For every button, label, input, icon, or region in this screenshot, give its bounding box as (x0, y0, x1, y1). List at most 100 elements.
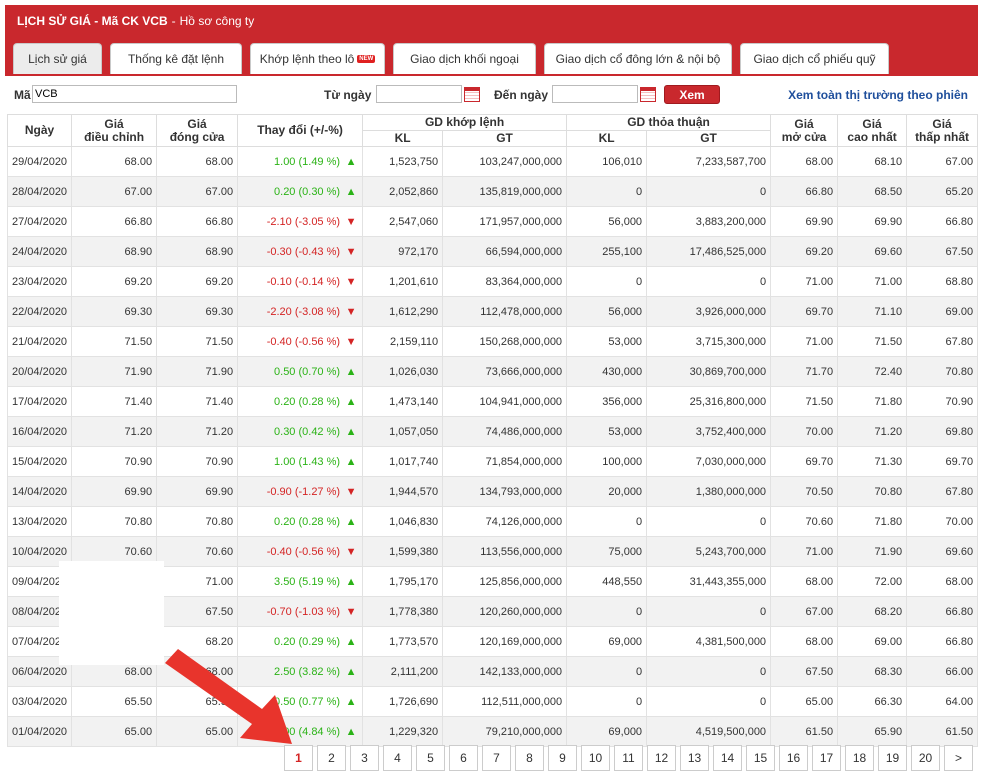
tab-3[interactable]: Khớp lệnh theo lô NEW (250, 43, 385, 74)
cell-change: 1.00 (1.43 %) ▲ (237, 446, 364, 477)
page-8-button[interactable]: 8 (515, 745, 544, 771)
change-value: 0.20 (0.30 %) (274, 185, 341, 198)
page-7-button[interactable]: 7 (482, 745, 511, 771)
page-12-button[interactable]: 12 (647, 745, 676, 771)
tab-1[interactable]: Lịch sử giá (13, 43, 102, 74)
cell-adj-price: 71.40 (71, 386, 158, 417)
page-5-button[interactable]: 5 (416, 745, 445, 771)
cell-change: 0.20 (0.28 %) ▲ (237, 506, 364, 537)
cell-change: 1.00 (1.49 %) ▲ (237, 146, 364, 177)
page-13-button[interactable]: 13 (680, 745, 709, 771)
page-3-button[interactable]: 3 (350, 745, 379, 771)
cell-change: 3.50 (5.19 %) ▲ (237, 566, 364, 597)
arrow-up-icon: ▲ (345, 665, 357, 678)
cell-change: 3.00 (4.84 %) ▲ (237, 716, 364, 747)
page-4-button[interactable]: 4 (383, 745, 412, 771)
cell-high: 71.80 (837, 386, 908, 417)
tab-5[interactable]: Giao dịch cổ đông lớn & nội bộ (544, 43, 732, 74)
cell-high: 68.50 (837, 176, 908, 207)
page-16-button[interactable]: 16 (779, 745, 808, 771)
company-profile-link[interactable]: Hồ sơ công ty (179, 14, 255, 28)
cell-change: -0.70 (-1.03 %) ▼ (237, 596, 364, 627)
cell-open: 70.60 (770, 506, 839, 537)
arrow-up-icon: ▲ (345, 185, 357, 198)
calendar-icon[interactable] (640, 87, 656, 102)
table-row: 13/04/2020 70.80 70.80 0.20 (0.28 %) ▲ 1,046,… (6, 506, 979, 537)
cell-open: 65.00 (770, 686, 839, 717)
cell-high: 71.00 (837, 266, 908, 297)
cell-date: 16/04/2020 (6, 416, 73, 447)
cell-date: 29/04/2020 (6, 146, 73, 177)
cell-date: 10/04/2020 (6, 536, 73, 567)
cell-low: 70.80 (906, 356, 979, 387)
cell-matched-kl: 1,046,830 (362, 506, 444, 537)
cell-matched-gt: 125,856,000,000 (442, 566, 568, 597)
cell-matched-gt: 83,364,000,000 (442, 266, 568, 297)
cell-negotiated-kl: 0 (566, 686, 648, 717)
page-1-button[interactable]: 1 (284, 745, 313, 771)
cell-matched-gt: 120,169,000,000 (442, 626, 568, 657)
code-input[interactable] (32, 85, 237, 103)
col-negotiated-gt: GT (646, 130, 772, 147)
cell-close-price: 71.20 (156, 416, 239, 447)
cell-open: 66.80 (770, 176, 839, 207)
cell-high: 71.30 (837, 446, 908, 477)
cell-low: 69.60 (906, 536, 979, 567)
cell-adj-price: 70.80 (71, 506, 158, 537)
cell-negotiated-kl: 0 (566, 176, 648, 207)
to-date-input[interactable] (552, 85, 638, 103)
cell-change: -0.90 (-1.27 %) ▼ (237, 476, 364, 507)
page-10-button[interactable]: 10 (581, 745, 610, 771)
cell-matched-kl: 2,052,860 (362, 176, 444, 207)
change-value: 2.50 (3.82 %) (274, 665, 341, 678)
cell-high: 66.30 (837, 686, 908, 717)
page-20-button[interactable]: 20 (911, 745, 940, 771)
page-18-button[interactable]: 18 (845, 745, 874, 771)
col-close-price: Giá đóng cửa (156, 114, 239, 147)
cell-high: 68.30 (837, 656, 908, 687)
cell-change: -0.40 (-0.56 %) ▼ (237, 536, 364, 567)
cell-low: 69.80 (906, 416, 979, 447)
page-15-button[interactable]: 15 (746, 745, 775, 771)
cell-matched-gt: 71,854,000,000 (442, 446, 568, 477)
cell-matched-kl: 1,057,050 (362, 416, 444, 447)
cell-matched-gt: 120,260,000,000 (442, 596, 568, 627)
page-9-button[interactable]: 9 (548, 745, 577, 771)
cell-open: 70.00 (770, 416, 839, 447)
tab-2[interactable]: Thống kê đặt lệnh (110, 43, 242, 74)
page-14-button[interactable]: 14 (713, 745, 742, 771)
arrow-up-icon: ▲ (345, 365, 357, 378)
next-page-button[interactable]: > (944, 745, 973, 771)
cell-negotiated-kl: 0 (566, 266, 648, 297)
cell-change: 0.20 (0.29 %) ▲ (237, 626, 364, 657)
page-17-button[interactable]: 17 (812, 745, 841, 771)
cell-close-price: 71.90 (156, 356, 239, 387)
market-session-link[interactable]: Xem toàn thị trường theo phiên (788, 88, 968, 102)
submit-button[interactable]: Xem (664, 85, 720, 104)
cell-negotiated-gt: 0 (646, 656, 772, 687)
cell-low: 66.00 (906, 656, 979, 687)
cell-adj-price: 69.90 (71, 476, 158, 507)
page-2-button[interactable]: 2 (317, 745, 346, 771)
calendar-icon[interactable] (464, 87, 480, 102)
tab-4[interactable]: Giao dịch khối ngoại (393, 43, 536, 74)
cell-high: 71.20 (837, 416, 908, 447)
cell-date: 03/04/2020 (6, 686, 73, 717)
cell-high: 68.20 (837, 596, 908, 627)
table-row: 29/04/2020 68.00 68.00 1.00 (1.49 %) ▲ 1,523,… (6, 146, 979, 177)
pagination: 1 2 3 4 5 6 7 8 9 10 11 12 13 14 15 16 17 18 19 20 > (284, 745, 977, 771)
cell-matched-kl: 1,523,750 (362, 146, 444, 177)
tab-6[interactable]: Giao dịch cổ phiếu quỹ (740, 43, 889, 74)
cell-negotiated-gt: 7,030,000,000 (646, 446, 772, 477)
from-date-input[interactable] (376, 85, 462, 103)
page-11-button[interactable]: 11 (614, 745, 643, 771)
cell-negotiated-gt: 3,926,000,000 (646, 296, 772, 327)
cell-negotiated-kl: 0 (566, 506, 648, 537)
cell-negotiated-gt: 7,233,587,700 (646, 146, 772, 177)
page-19-button[interactable]: 19 (878, 745, 907, 771)
cell-date: 27/04/2020 (6, 206, 73, 237)
arrow-down-icon: ▼ (345, 485, 357, 498)
page-6-button[interactable]: 6 (449, 745, 478, 771)
cell-close-price: 65.50 (156, 686, 239, 717)
cell-change: 0.30 (0.42 %) ▲ (237, 416, 364, 447)
